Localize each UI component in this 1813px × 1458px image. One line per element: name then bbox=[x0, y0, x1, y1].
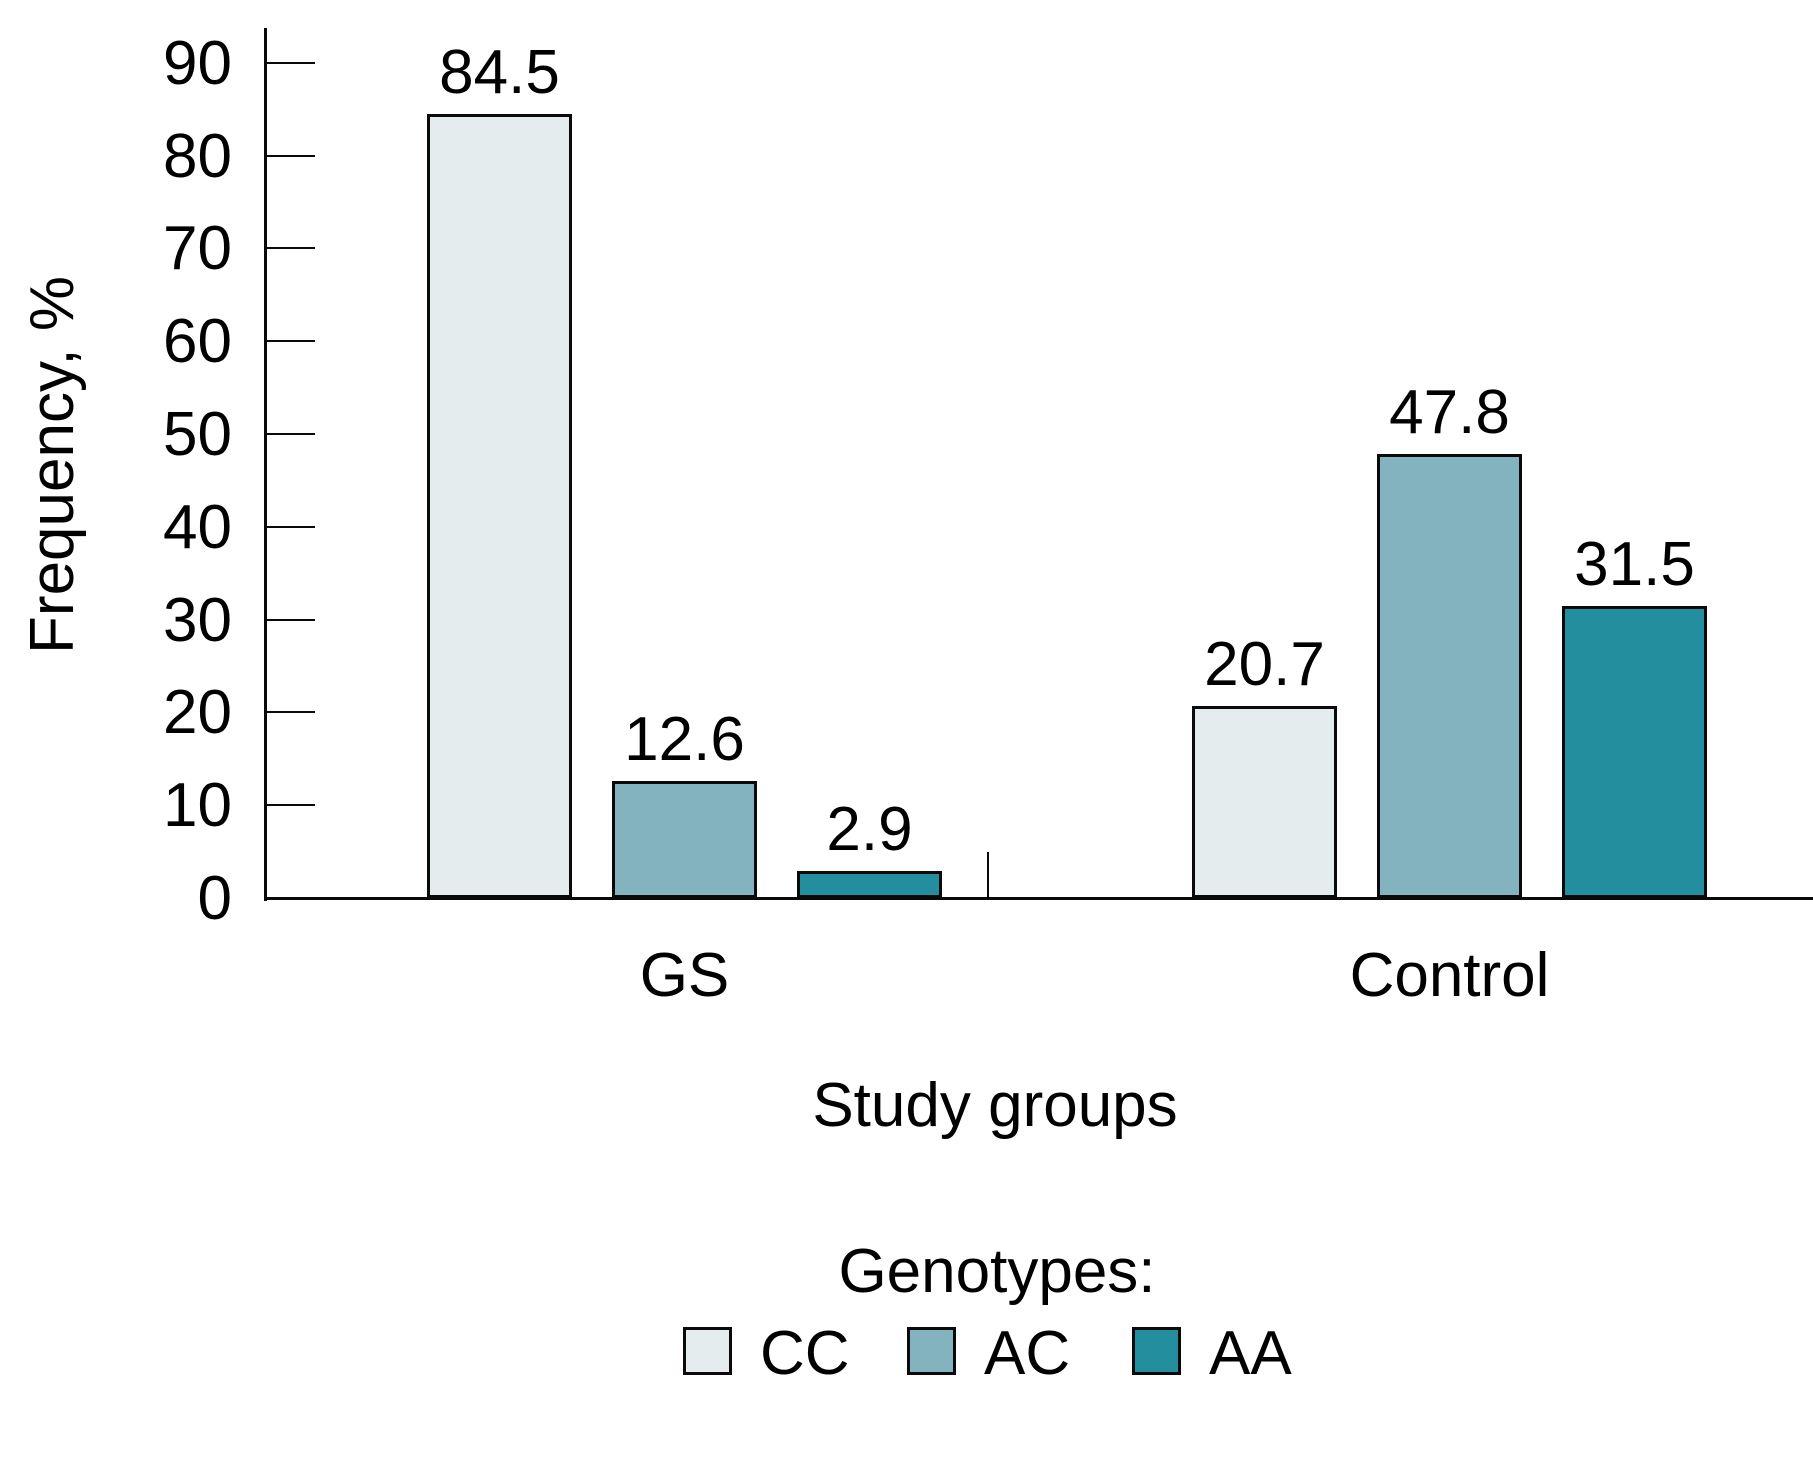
bar-gs-cc bbox=[427, 113, 572, 898]
y-axis-line bbox=[264, 28, 267, 901]
x-axis-line bbox=[264, 897, 1813, 900]
legend-swatch-aa bbox=[1132, 1327, 1181, 1375]
bar-value-label: 31.5 bbox=[1574, 529, 1695, 599]
bar-control-cc bbox=[1192, 705, 1337, 898]
bar-value-label: 12.6 bbox=[624, 705, 745, 775]
bar-value-label: 47.8 bbox=[1389, 378, 1510, 448]
legend-swatch-cc bbox=[683, 1327, 732, 1375]
y-tick bbox=[267, 525, 315, 528]
y-tick-label: 80 bbox=[163, 121, 232, 191]
y-tick-label: 40 bbox=[163, 492, 232, 562]
y-tick-label: 90 bbox=[163, 28, 232, 98]
legend-label-cc: CC bbox=[760, 1319, 850, 1388]
category-label-control: Control bbox=[1349, 941, 1550, 1010]
bar-value-label: 2.9 bbox=[826, 795, 913, 865]
bar-gs-aa bbox=[797, 871, 942, 898]
group-divider-tick bbox=[987, 852, 989, 898]
x-axis-title: Study groups bbox=[812, 1071, 1178, 1140]
y-axis-title: Frequency, % bbox=[18, 276, 87, 654]
bar-value-label: 20.7 bbox=[1204, 629, 1325, 699]
y-tick bbox=[267, 61, 315, 64]
y-tick bbox=[267, 247, 315, 250]
y-tick-label: 60 bbox=[163, 307, 232, 377]
y-tick bbox=[267, 340, 315, 343]
y-tick bbox=[267, 711, 315, 714]
bar-control-aa bbox=[1562, 605, 1707, 898]
y-tick-label: 0 bbox=[197, 864, 232, 933]
y-tick-label: 20 bbox=[163, 678, 232, 748]
legend-swatch-ac bbox=[907, 1327, 956, 1375]
y-tick bbox=[267, 618, 315, 621]
y-tick-label: 70 bbox=[163, 214, 232, 284]
legend-label-aa: AA bbox=[1209, 1319, 1292, 1388]
y-tick bbox=[267, 433, 315, 435]
category-label-gs: GS bbox=[639, 941, 730, 1010]
legend-label-ac: AC bbox=[984, 1319, 1071, 1388]
y-tick-label: 10 bbox=[163, 771, 232, 841]
y-tick bbox=[267, 154, 315, 157]
y-tick-label: 50 bbox=[163, 400, 232, 469]
bar-control-ac bbox=[1377, 454, 1522, 898]
legend-title: Genotypes: bbox=[838, 1237, 1156, 1306]
y-tick bbox=[267, 804, 315, 807]
bar-value-label: 84.5 bbox=[439, 37, 560, 107]
bar-gs-ac bbox=[612, 781, 757, 898]
y-tick-label: 30 bbox=[163, 585, 232, 655]
